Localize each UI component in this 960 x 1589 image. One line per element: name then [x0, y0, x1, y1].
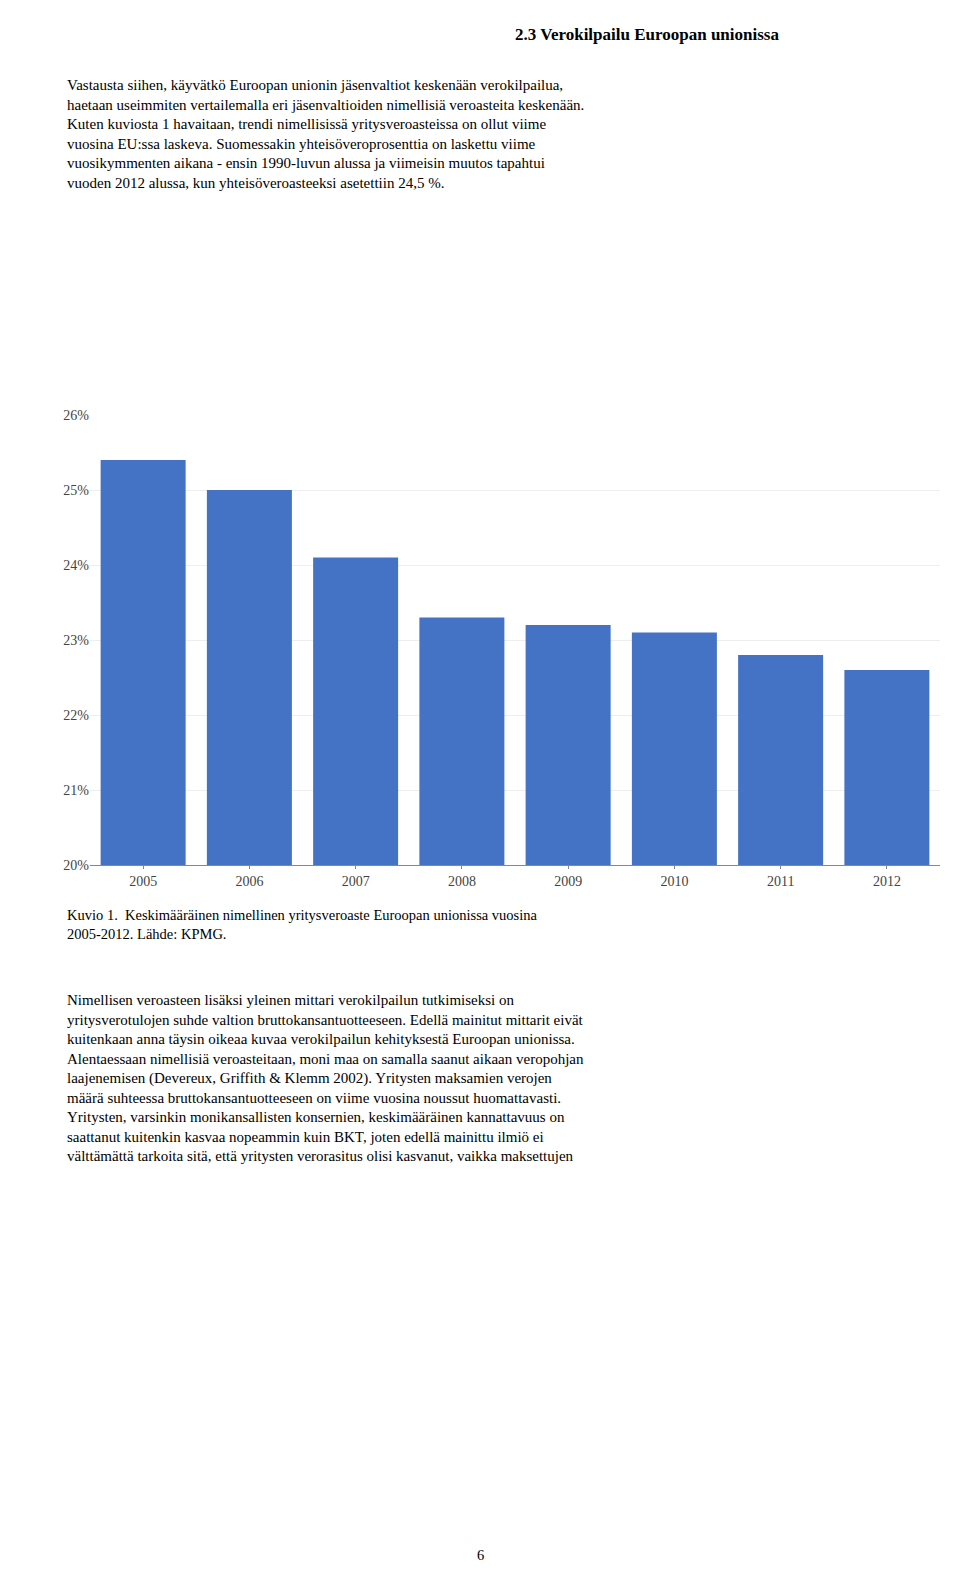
svg-text:Kuvio 1. Keskimääräinen nimel: Kuvio 1. Keskimääräinen nimellinen yrity…: [67, 907, 538, 942]
svg-text:22%: 22%: [63, 708, 89, 723]
svg-text:Nimellisen veroasteen lisäksi: Nimellisen veroasteen lisäksi yleinen mi…: [67, 992, 584, 1164]
svg-text:26%: 26%: [63, 408, 89, 423]
svg-text:2.3 Verokilpailu Euroopan unio: 2.3 Verokilpailu Euroopan unionissa: [515, 25, 779, 44]
svg-text:2011: 2011: [767, 874, 794, 889]
svg-text:23%: 23%: [63, 633, 89, 648]
svg-text:21%: 21%: [63, 783, 89, 798]
svg-text:2006: 2006: [235, 874, 263, 889]
svg-text:6: 6: [477, 1547, 484, 1563]
svg-text:2010: 2010: [660, 874, 688, 889]
svg-text:2009: 2009: [554, 874, 582, 889]
svg-text:20%: 20%: [63, 858, 89, 873]
svg-text:Vastausta siihen, käyvätkö Eur: Vastausta siihen, käyvätkö Euroopan unio…: [67, 77, 584, 191]
svg-text:2007: 2007: [342, 874, 370, 889]
svg-text:2005: 2005: [129, 874, 157, 889]
svg-text:25%: 25%: [63, 483, 89, 498]
svg-text:24%: 24%: [63, 558, 89, 573]
svg-text:2012: 2012: [873, 874, 901, 889]
svg-text:2008: 2008: [448, 874, 476, 889]
